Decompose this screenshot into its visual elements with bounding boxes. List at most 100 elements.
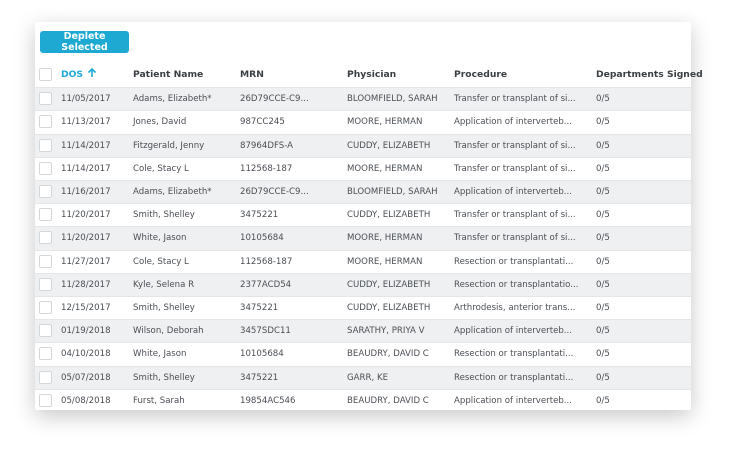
table-cell: Cole, Stacy L [133,256,189,267]
table-cell: Resection or transplantatio... [454,279,579,290]
table-row: 11/27/2017 Cole, Stacy L 112568-187 MOORE, … [35,249,691,273]
row-checkbox[interactable] [39,254,52,268]
table-cell: 10105684 [240,349,284,360]
table-card: Deplete Selected DOS Patient Name MRN Physi… [35,22,703,412]
table-cell: Fitzgerald, Jenny [133,140,205,151]
row-checkbox[interactable] [39,138,52,152]
row-checkbox[interactable] [39,393,52,407]
table-cell: 0/5 [596,163,610,174]
table-cell: 3457SDC11 [240,326,291,337]
table-cell: GARR, KE [347,372,389,383]
row-checkbox[interactable] [39,324,52,338]
table-cell: Transfer or transplant of si... [454,233,576,244]
select-all-checkbox[interactable] [39,68,52,81]
table-cell: 987CC245 [240,117,285,128]
deplete-button[interactable]: Deplete Selected [40,31,129,53]
table-row: 11/20/2017 White, Jason 10105684 MOORE, HER… [35,226,691,250]
table-cell: 11/20/2017 [61,233,111,244]
table-row: 05/07/2018 Smith, Shelley 3475221 GARR, KE R… [35,365,691,389]
table-cell: CUDDY, ELIZABETH [347,279,431,290]
table-cell: Cole, Stacy L [133,163,189,174]
table-cell: 11/13/2017 [61,117,111,128]
table-cell: 26D79CCE-C9... [240,187,309,197]
table-cell: 2377ACD54 [240,279,292,290]
table-cell: Transfer or transplant of si... [454,140,576,151]
table-cell: CUDDY, ELIZABETH [347,210,431,221]
table-cell: BLOOMFIELD, SARAH [347,94,438,105]
table-cell: 3475221 [240,210,279,221]
table-cell: Kyle, Selena R [133,279,195,290]
table-row: 11/20/2017 Smith, Shelley 3475221 CUDDY, EL… [35,203,691,226]
table-cell: 11/05/2017 [61,94,111,105]
table-cell: CUDDY, ELIZABETH [347,140,431,151]
table-cell: Resection or transplantati... [454,256,574,267]
row-checkbox[interactable] [39,370,52,384]
table-cell: 11/28/2017 [61,279,111,290]
column-header-text: Procedure [454,69,508,80]
row-checkbox[interactable] [39,185,52,198]
column-header-text: Departments Signed [596,69,703,80]
table-cell: Smith, Shelley [133,210,195,221]
row-checkbox[interactable] [39,301,52,314]
sort-arrow [87,67,97,77]
table-cell: BEAUDRY, DAVID C [347,349,429,360]
table-cell: White, Jason [133,233,187,244]
table-cell: MOORE, HERMAN [347,163,423,174]
row-checkbox[interactable] [39,277,52,291]
table-cell: Application of interverteb... [454,395,573,406]
table-cell: Application of interverteb... [454,326,573,337]
table-cell: 0/5 [596,256,610,267]
table-cell: 11/20/2017 [61,210,111,221]
table-cell: 04/10/2018 [61,349,111,360]
table-row: 05/08/2018 Furst, Sarah 19854AC546 BEAUDRY,… [35,388,691,412]
table-cell: Transfer or transplant of si... [454,163,576,174]
table-cell: 0/5 [596,210,610,221]
column-header: MRN [240,64,264,86]
table-row: 11/28/2017 Kyle, Selena R 2377ACD54 CUDDY, … [35,272,691,296]
column-header-text: MRN [240,69,264,80]
table-cell: 26D79CCE-C9... [240,94,309,105]
column-header-text: DOS [61,69,84,80]
column-header-text: Physician [347,69,397,80]
table-cell: 3475221 [240,303,279,313]
table-cell: MOORE, HERMAN [347,233,423,244]
table-row: 04/10/2018 White, Jason 10105684 BEAUDRY, D… [35,342,691,365]
table-cell: 112568-187 [240,163,293,174]
table-cell: SARATHY, PRIYA V [347,326,425,337]
table-cell: 0/5 [596,395,610,406]
column-header: Procedure [454,64,507,86]
table-row: 12/15/2017 Smith, Shelley 3475221 CUDDY, EL… [35,296,691,319]
row-checkbox[interactable] [39,161,52,175]
row-checkbox[interactable] [39,347,52,361]
table-cell: 19854AC546 [240,395,296,406]
table-cell: 0/5 [596,233,610,244]
table-row: 11/14/2017 Fitzgerald, Jenny 87964DFS-A CUD… [35,133,691,157]
table-row: 11/14/2017 Cole, Stacy L 112568-187 MOORE, … [35,156,691,180]
table-cell: 0/5 [596,187,610,197]
table-row: 01/19/2018 Wilson, Deborah 3457SDC11 SARATH… [35,319,691,343]
table-cell: 10105684 [240,233,284,244]
table-row: 11/13/2017 Jones, David 987CC245 MOORE, HER… [35,110,691,133]
row-checkbox[interactable] [39,231,52,245]
table-cell: Application of interverteb... [454,117,573,128]
table-cell: 12/15/2017 [61,303,111,313]
row-checkbox[interactable] [39,92,52,106]
row-checkbox[interactable] [39,208,52,222]
table-cell: 11/14/2017 [61,140,111,151]
table-cell: Resection or transplantati... [454,349,574,360]
table-cell: Application of interverteb... [454,187,573,197]
table-cell: BLOOMFIELD, SARAH [347,187,438,197]
table-row: 11/16/2017 Adams, Elizabeth* 26D79CCE-C9..… [35,180,691,204]
table-cell: 0/5 [596,140,610,151]
table-cell: CUDDY, ELIZABETH [347,303,431,313]
table-cell: 112568-187 [240,256,293,267]
table-cell: 0/5 [596,372,610,383]
table-cell: 3475221 [240,372,279,383]
column-header[interactable]: DOS [61,64,97,86]
column-header: Physician [347,64,396,86]
table-cell: 87964DFS-A [240,140,293,151]
table-cell: MOORE, HERMAN [347,117,423,128]
table-cell: 05/08/2018 [61,395,111,406]
row-checkbox[interactable] [39,115,52,129]
